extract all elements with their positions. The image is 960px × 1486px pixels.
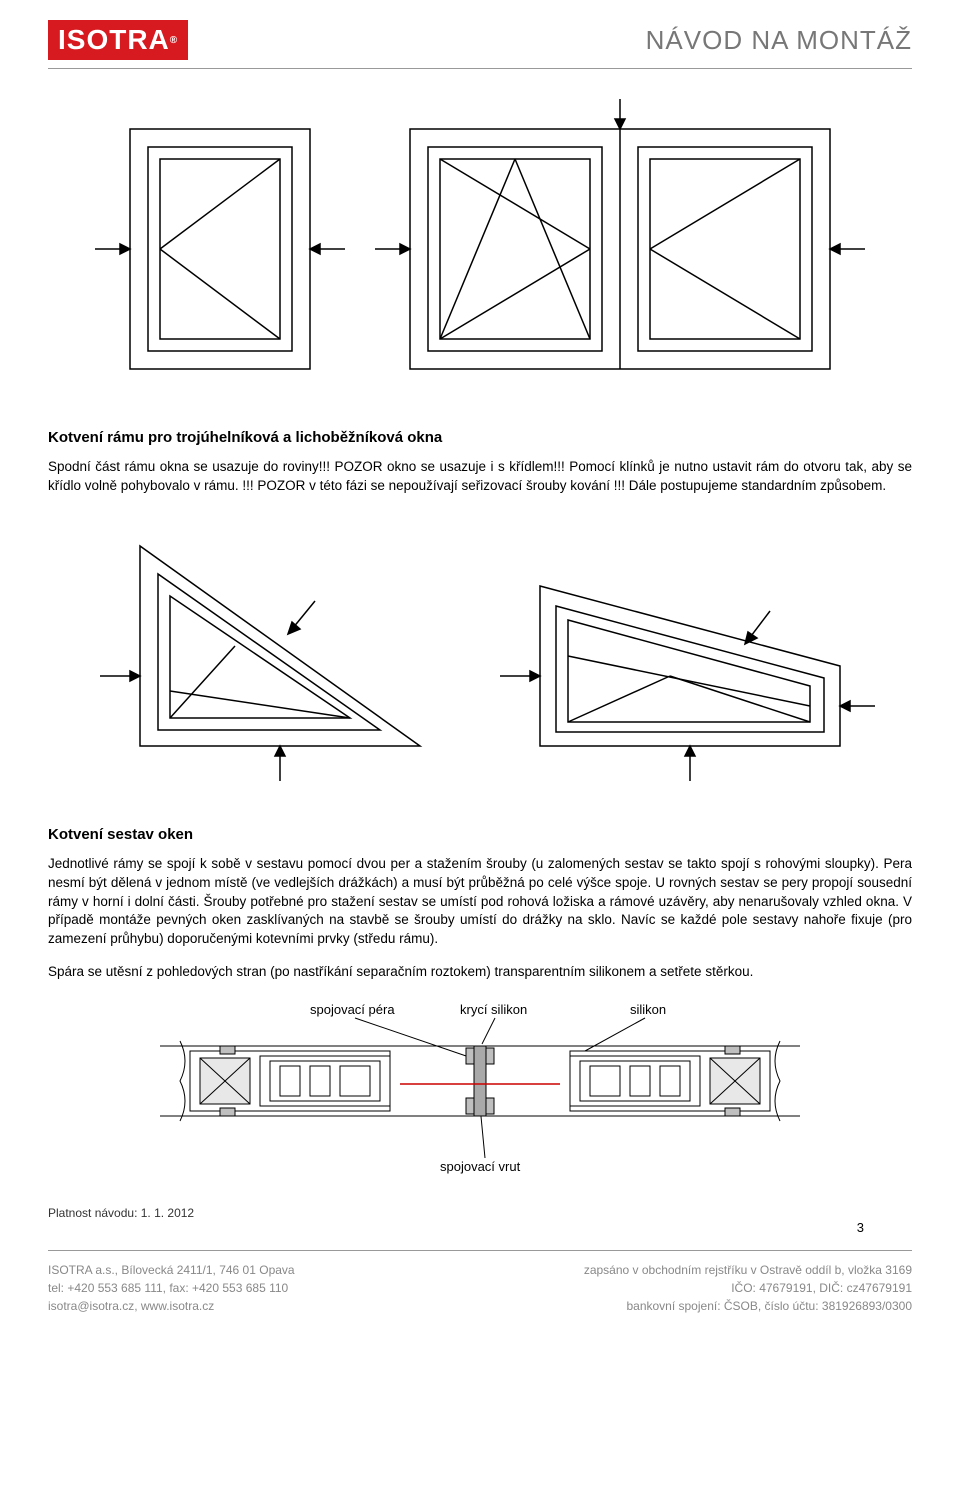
page-footer: ISOTRA a.s., Bílovecká 2411/1, 746 01 Op…	[48, 1250, 912, 1315]
rect-windows-diagram	[48, 99, 912, 389]
page-number: 3	[857, 1220, 864, 1235]
label-spojovaci-pera: spojovací péra	[310, 1002, 395, 1017]
section1-heading: Kotvení rámu pro trojúhelníková a lichob…	[48, 429, 912, 446]
footer-registry: zapsáno v obchodním rejstříku v Ostravě …	[584, 1261, 912, 1279]
footer-bank: bankovní spojení: ČSOB, číslo účtu: 3819…	[584, 1297, 912, 1315]
document-title: NÁVOD NA MONTÁŽ	[646, 25, 912, 56]
footer-phone: tel: +420 553 685 111, fax: +420 553 685…	[48, 1279, 295, 1297]
section2-body2: Spára se utěsní z pohledových stran (po …	[48, 963, 912, 982]
footer-ico: IČO: 47679191, DIČ: cz47679191	[584, 1279, 912, 1297]
section2-heading: Kotvení sestav oken	[48, 826, 912, 843]
section2-body1: Jednotlivé rámy se spojí k sobě v sestav…	[48, 855, 912, 949]
footer-web: isotra@isotra.cz, www.isotra.cz	[48, 1297, 295, 1315]
label-kryci-silikon: krycí silikon	[460, 1002, 527, 1017]
rect-windows-svg	[70, 99, 890, 389]
page-header: ISOTRA ® NÁVOD NA MONTÁŽ	[48, 20, 912, 69]
triangle-windows-diagram	[48, 526, 912, 786]
logo: ISOTRA ®	[48, 20, 188, 60]
label-silikon: silikon	[630, 1002, 666, 1017]
cross-section-diagram: spojovací péra krycí silikon silikon spo…	[48, 996, 912, 1176]
validity-date: Platnost návodu: 1. 1. 2012	[48, 1206, 912, 1220]
footer-right: zapsáno v obchodním rejstříku v Ostravě …	[584, 1261, 912, 1315]
triangle-svg	[70, 526, 890, 786]
logo-text: ISOTRA	[58, 24, 170, 56]
section1-body: Spodní část rámu okna se usazuje do rovi…	[48, 458, 912, 496]
label-spojovaci-vrut: spojovací vrut	[440, 1159, 521, 1174]
footer-left: ISOTRA a.s., Bílovecká 2411/1, 746 01 Op…	[48, 1261, 295, 1315]
footer-address: ISOTRA a.s., Bílovecká 2411/1, 746 01 Op…	[48, 1261, 295, 1279]
cross-section-svg: spojovací péra krycí silikon silikon spo…	[160, 996, 800, 1176]
